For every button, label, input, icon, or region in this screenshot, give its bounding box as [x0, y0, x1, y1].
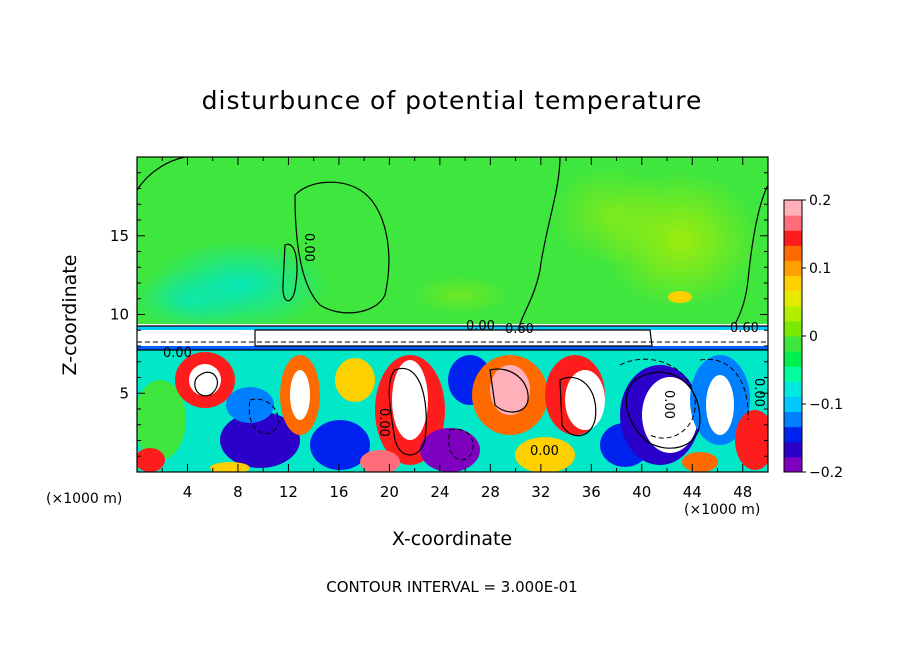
contour-interval-note: CONTOUR INTERVAL = 3.000E-01: [326, 578, 578, 596]
x-tick-label: 16: [329, 483, 348, 501]
contour-label: 0.00: [376, 408, 391, 437]
colorbar-label: 0.2: [809, 193, 831, 209]
contour-label: 0.00: [301, 233, 316, 262]
contour-label: 0.00: [661, 390, 676, 419]
y-tick-label: 5: [119, 384, 129, 402]
x-tick-label: 20: [380, 483, 399, 501]
x-unit-left: (×1000 m): [46, 491, 123, 507]
colorbar-label: 0: [809, 329, 818, 345]
x-tick-label: 4: [183, 483, 193, 501]
colorbar-swatch: [784, 426, 802, 443]
colorbar-swatch: [784, 320, 802, 337]
contour-label: 0.00: [530, 444, 559, 459]
colorbar-swatch: [784, 305, 802, 322]
contour-label: 0.60: [730, 321, 759, 336]
x-tick-label: 40: [632, 483, 651, 501]
contour-label: 0.00: [163, 346, 192, 361]
colorbar-swatch: [784, 290, 802, 307]
chart-title: disturbunce of potential temperature: [201, 86, 703, 115]
x-tick-label: 8: [233, 483, 243, 501]
colorbar-label: −0.1: [809, 397, 843, 413]
y-tick-label: 15: [110, 227, 129, 245]
x-axis-label: X-coordinate: [391, 528, 513, 550]
y-tick-label: 10: [110, 306, 129, 324]
contour-label: 0.60: [505, 322, 534, 337]
colorbar-swatch: [784, 200, 802, 216]
x-axis: 4 8 12 16 20 24 28 32 36 40 44 48: [161, 157, 752, 501]
x-tick-label: 32: [531, 483, 550, 501]
colorbar-swatch: [784, 456, 802, 473]
colorbar-swatch: [784, 411, 802, 428]
colorbar-swatch: [784, 381, 802, 397]
colorbar-swatch: [784, 245, 802, 261]
x-tick-label: 36: [582, 483, 601, 501]
x-tick-label: 28: [481, 483, 500, 501]
colorbar-label: −0.2: [809, 465, 843, 481]
x-tick-label: 44: [683, 483, 702, 501]
colorbar-swatch: [784, 215, 802, 231]
x-tick-label: 12: [279, 483, 298, 501]
colorbar-swatch: [784, 336, 802, 352]
colorbar-swatch: [784, 441, 802, 458]
x-tick-label: 24: [430, 483, 449, 501]
colorbar-swatch: [784, 366, 802, 382]
colorbar-swatch: [784, 230, 802, 246]
colorbar-swatch: [784, 275, 802, 292]
colorbar-label: 0.1: [809, 261, 831, 277]
x-unit-right: (×1000 m): [684, 502, 761, 518]
colorbar: 0.2 0.1 0 −0.1 −0.2: [783, 193, 843, 481]
colorbar-swatch: [784, 260, 802, 277]
contour-label: 0.00: [751, 378, 766, 407]
y-axis: 5 10 15: [110, 172, 768, 457]
plot-field: 0.00 0.00 0.60 0.00 0.00 0.00 0.00 0.60 …: [137, 157, 768, 472]
contour-label: 0.00: [466, 319, 495, 334]
x-tick-label: 48: [733, 483, 752, 501]
colorbar-swatch: [784, 396, 802, 413]
colorbar-swatch: [784, 351, 802, 367]
